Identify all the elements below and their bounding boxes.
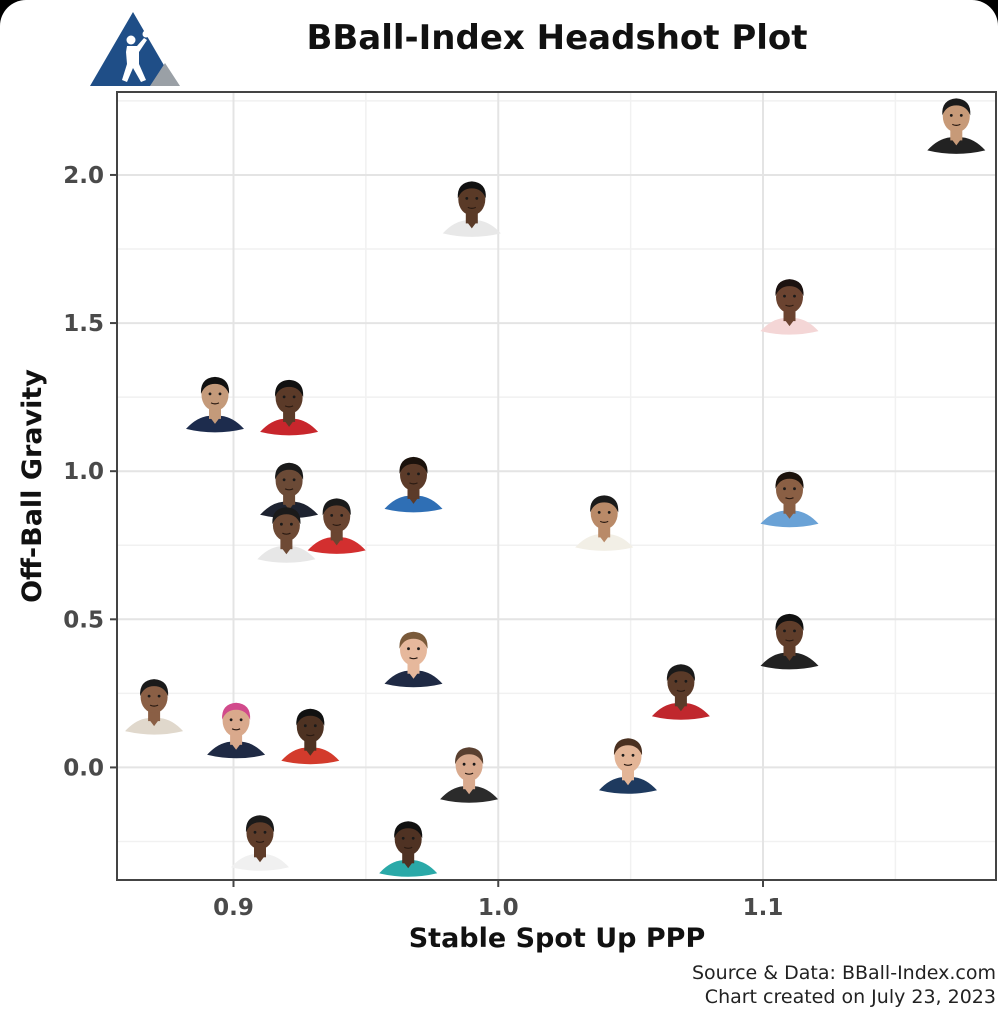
chart-title: BBall-Index Headshot Plot: [306, 18, 807, 58]
source-note: Source & Data: BBall-Index.com: [692, 962, 996, 984]
x-axis-ticks: 0.9 1.0 1.1: [213, 880, 783, 921]
player-headshot-point: [281, 708, 340, 765]
plot-panel: [117, 92, 996, 880]
player-headshot-point: [442, 181, 501, 237]
y-tick-label: 0.5: [63, 607, 104, 633]
player-headshot-point: [384, 631, 443, 688]
player-headshot-point: [186, 376, 244, 433]
logo-gray-triangle: [150, 63, 180, 86]
bball-index-logo: [90, 12, 180, 86]
player-headshot-point: [760, 279, 819, 335]
player-headshot-point: [384, 456, 443, 513]
basketball-player-icon: [122, 30, 150, 82]
x-tick-label: 1.1: [743, 895, 784, 921]
player-headshot-point: [260, 379, 319, 436]
player-headshot-point: [207, 702, 266, 759]
y-tick-label: 1.0: [63, 459, 104, 485]
player-headshot-point: [257, 507, 316, 563]
headshot-markers: [125, 98, 986, 877]
plot-border: [116, 91, 997, 881]
player-headshot-point: [379, 821, 438, 877]
player-headshot-point: [599, 738, 657, 794]
player-headshot-point: [575, 495, 634, 551]
y-tick-label: 2.0: [63, 163, 104, 189]
player-headshot-point: [307, 498, 366, 554]
player-headshot-point: [651, 664, 710, 720]
x-tick-label: 1.0: [478, 895, 519, 921]
y-tick-label: 0.0: [63, 755, 104, 781]
player-headshot-point: [231, 815, 289, 871]
player-headshot-point: [440, 747, 499, 803]
player-headshot-point: [125, 679, 184, 735]
player-headshot-point: [760, 471, 819, 528]
created-date-note: Chart created on July 23, 2023: [705, 986, 996, 1008]
y-axis-ticks: 0.0 0.5 1.0 1.5 2.0: [63, 163, 117, 781]
y-tick-label: 1.5: [63, 311, 104, 337]
x-tick-label: 0.9: [213, 895, 254, 921]
player-headshot-point: [927, 98, 986, 154]
player-headshot-point: [760, 613, 819, 670]
y-axis-label: Off-Ball Gravity: [17, 369, 48, 603]
x-axis-label: Stable Spot Up PPP: [409, 923, 706, 954]
